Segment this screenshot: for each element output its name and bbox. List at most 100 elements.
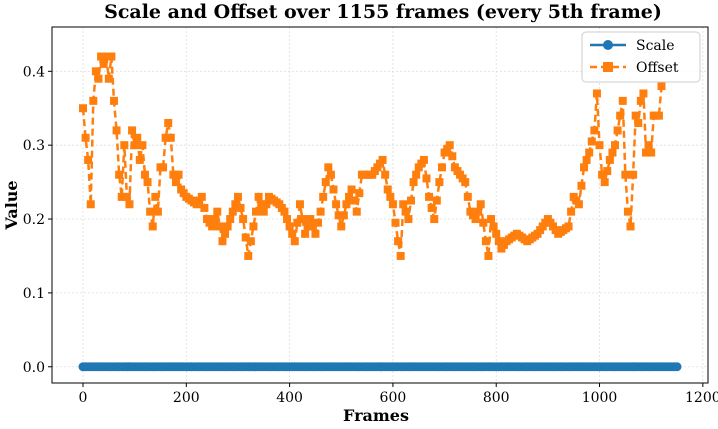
offset-point (288, 229, 297, 238)
offset-point (208, 222, 217, 231)
offset-point (492, 229, 501, 238)
offset-point (634, 119, 643, 128)
offset-point (86, 200, 95, 209)
offset-point (611, 141, 620, 150)
offset-point (448, 152, 457, 161)
offset-point (140, 170, 149, 179)
offset-point (301, 229, 310, 238)
offset-point (223, 222, 232, 231)
y-tick-label: 0.3 (23, 138, 45, 154)
offset-point (166, 133, 175, 142)
offset-point (303, 222, 312, 231)
offset-point (425, 192, 434, 201)
x-tick-label: 200 (173, 390, 200, 406)
offset-point (228, 207, 237, 216)
offset-point (605, 155, 614, 164)
offset-point (306, 215, 315, 224)
offset-point (143, 178, 152, 187)
scale-point (672, 362, 682, 372)
x-tick-label: 1000 (582, 390, 618, 406)
offset-point (386, 192, 395, 201)
offset-point (125, 200, 134, 209)
offset-point (435, 178, 444, 187)
offset-point (355, 189, 364, 198)
offset-point (406, 196, 415, 205)
offset-point (590, 126, 599, 135)
offset-point (463, 192, 472, 201)
offset-point (213, 207, 222, 216)
offset-point (332, 200, 341, 209)
offset-point (112, 126, 121, 135)
offset-point (432, 196, 441, 205)
offset-point (642, 148, 651, 157)
x-tick-label: 400 (276, 390, 303, 406)
x-tick-label: 0 (79, 390, 88, 406)
series-layer (78, 52, 682, 372)
offset-point (324, 163, 333, 172)
y-axis-label: Value (2, 180, 21, 230)
y-tick-label: 0.1 (23, 286, 45, 302)
offset-point (657, 82, 666, 91)
offset-point (78, 104, 87, 113)
offset-point (401, 207, 410, 216)
offset-point (218, 237, 227, 246)
plot-frame (51, 26, 709, 384)
series-scale (78, 362, 682, 372)
offset-point (153, 207, 162, 216)
offset-point (117, 192, 126, 201)
offset-point (378, 155, 387, 164)
offset-point (636, 96, 645, 105)
offset-point (285, 222, 294, 231)
offset-point (603, 167, 612, 176)
offset-point (91, 67, 100, 76)
offset-point (221, 229, 230, 238)
offset-point (295, 200, 304, 209)
offset-point (146, 207, 155, 216)
offset-point (461, 178, 470, 187)
offset-point (471, 215, 480, 224)
offset-point (133, 133, 142, 142)
offset-point (246, 237, 255, 246)
offset-point (445, 141, 454, 150)
offset-point (290, 237, 299, 246)
offset-point (326, 170, 335, 179)
offset-point (621, 170, 630, 179)
offset-point (352, 207, 361, 216)
offset-point (257, 200, 266, 209)
offset-point (233, 192, 242, 201)
offset-point (654, 111, 663, 120)
offset-point (479, 218, 488, 227)
offset-point (613, 126, 622, 135)
offset-point (608, 148, 617, 157)
offset-point (329, 185, 338, 194)
offset-point (564, 222, 573, 231)
offset-point (239, 215, 248, 224)
y-axis: 0.0 0.1 0.2 0.3 0.4 (23, 64, 52, 376)
y-tick-label: 0.4 (23, 64, 45, 80)
offset-point (135, 155, 144, 164)
offset-point (293, 218, 302, 227)
offset-point (489, 222, 498, 231)
offset-point (585, 148, 594, 157)
offset-point (262, 200, 271, 209)
offset-point (120, 141, 129, 150)
offset-point (639, 89, 648, 98)
offset-point (115, 170, 124, 179)
offset-point (567, 207, 576, 216)
offset-point (574, 200, 583, 209)
offset-point (595, 141, 604, 150)
offset-point (409, 178, 418, 187)
offset-point (600, 178, 609, 187)
offset-point (159, 163, 168, 172)
offset-point (130, 141, 139, 150)
offset-point (399, 200, 408, 209)
offset-point (311, 229, 320, 238)
legend-label-offset: Offset (636, 60, 679, 76)
offset-point (236, 203, 245, 212)
offset-point (394, 237, 403, 246)
offset-point (107, 52, 116, 61)
series-offset (78, 52, 666, 260)
offset-point (148, 222, 157, 231)
offset-point (171, 178, 180, 187)
